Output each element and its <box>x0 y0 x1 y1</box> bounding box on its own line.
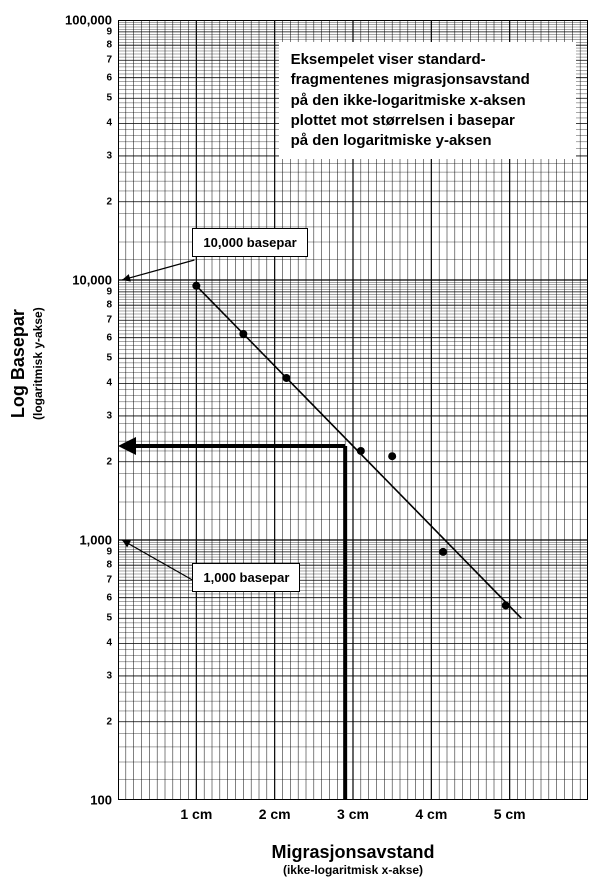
y-tick-minor: 3 <box>106 150 116 161</box>
y-tick-major: 10,000 <box>72 273 116 288</box>
y-tick-minor: 6 <box>106 592 116 603</box>
chart-container: Log Basepar (logaritmisk y-akse) 100 1,00… <box>0 0 611 885</box>
y-tick-minor: 2 <box>106 456 116 467</box>
y-tick-major: 100,000 <box>65 13 116 28</box>
description-line: Eksempelet viser standard- <box>291 50 565 70</box>
y-tick-minor: 6 <box>106 332 116 343</box>
description-line: fragmentenes migrasjonsavstand <box>291 70 565 90</box>
y-tick-minor: 9 <box>106 546 116 557</box>
y-tick-minor: 2 <box>106 196 116 207</box>
x-tick: 5 cm <box>494 806 526 822</box>
data-point <box>192 282 200 290</box>
data-point <box>239 330 247 338</box>
x-tick: 1 cm <box>180 806 212 822</box>
y-tick-minor: 8 <box>106 560 116 571</box>
description-box: Eksempelet viser standard-fragmentenes m… <box>279 42 577 159</box>
x-axis-label: Migrasjonsavstand <box>118 842 588 863</box>
y-tick-major: 1,000 <box>79 533 116 548</box>
y-tick-minor: 4 <box>106 378 116 389</box>
description-line: på den ikke-logaritmiske x-aksen <box>291 91 565 111</box>
data-point <box>439 548 447 556</box>
annotation-1000-basepar: 1,000 basepar <box>192 563 300 592</box>
y-axis-sublabel: (logaritmisk y-akse) <box>31 307 45 420</box>
y-tick-minor: 7 <box>106 575 116 586</box>
y-tick-minor: 5 <box>106 93 116 104</box>
y-tick-minor: 2 <box>106 716 116 727</box>
x-tick: 3 cm <box>337 806 369 822</box>
reference-arrowhead <box>118 437 136 455</box>
y-tick-minor: 9 <box>106 286 116 297</box>
y-tick-minor: 8 <box>106 300 116 311</box>
x-tick: 2 cm <box>259 806 291 822</box>
x-axis-sublabel: (ikke-logaritmisk x-akse) <box>118 863 588 877</box>
y-axis-label: Log Basepar <box>8 309 28 418</box>
description-line: på den logaritmiske y-aksen <box>291 131 565 151</box>
y-tick-minor: 4 <box>106 638 116 649</box>
y-tick-minor: 7 <box>106 315 116 326</box>
y-tick-minor: 9 <box>106 26 116 37</box>
y-tick-minor: 3 <box>106 410 116 421</box>
data-point <box>357 447 365 455</box>
y-tick-major: 100 <box>90 793 116 808</box>
annotation-10000-basepar: 10,000 basepar <box>192 228 307 257</box>
y-tick-minor: 8 <box>106 40 116 51</box>
x-tick: 4 cm <box>415 806 447 822</box>
y-tick-minor: 3 <box>106 670 116 681</box>
data-point <box>502 601 510 609</box>
x-axis-label-group: Migrasjonsavstand (ikke-logaritmisk x-ak… <box>118 842 588 877</box>
y-axis-label-group: Log Basepar (logaritmisk y-akse) <box>8 307 47 420</box>
data-point <box>388 452 396 460</box>
y-tick-minor: 7 <box>106 55 116 66</box>
data-point <box>282 374 290 382</box>
y-tick-minor: 4 <box>106 118 116 129</box>
y-tick-minor: 5 <box>106 353 116 364</box>
y-tick-minor: 6 <box>106 72 116 83</box>
description-line: plottet mot størrelsen i basepar <box>291 111 565 131</box>
y-tick-minor: 5 <box>106 613 116 624</box>
